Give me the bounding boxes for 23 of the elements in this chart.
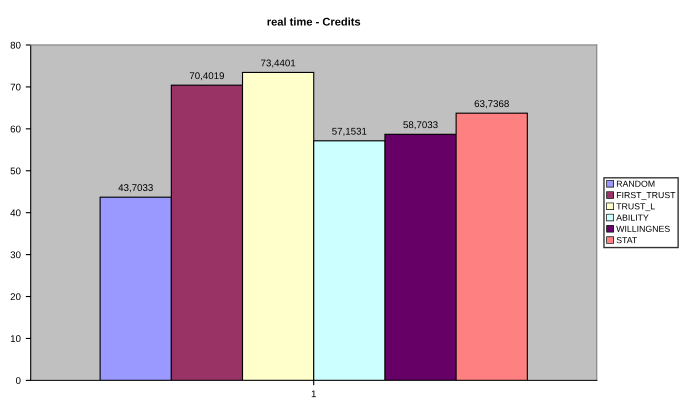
data-label: 73,4401 [261,60,296,68]
data-label: 63,7368 [474,100,509,108]
data-label: 57,1531 [332,128,366,136]
y-tick-label: 70 [10,84,21,91]
y-tick-label: 40 [10,209,21,216]
y-tick-label: 20 [10,293,21,300]
chart-title: real time - Credits [268,17,360,26]
data-label: 43,7033 [118,184,153,192]
legend-label: FIRST_TRUST [616,192,676,200]
y-tick-label: 80 [10,42,21,49]
legend-label: WILLINGNES [616,226,670,232]
y-tick-label: 50 [10,167,21,174]
legend-label: TRUST_L [616,203,655,212]
legend-label: ABILITY [616,214,649,221]
legend-label: RANDOM [616,180,654,187]
data-label: 70,4019 [190,72,224,80]
data-label: 58,7033 [403,121,438,130]
y-tick-label: 0 [16,377,21,384]
y-tick-label: 10 [10,335,21,342]
legend-label: STAT [616,237,638,244]
y-tick-label: 30 [10,251,21,258]
x-tick-label: 1 [312,390,316,398]
y-tick-label: 60 [10,126,21,132]
